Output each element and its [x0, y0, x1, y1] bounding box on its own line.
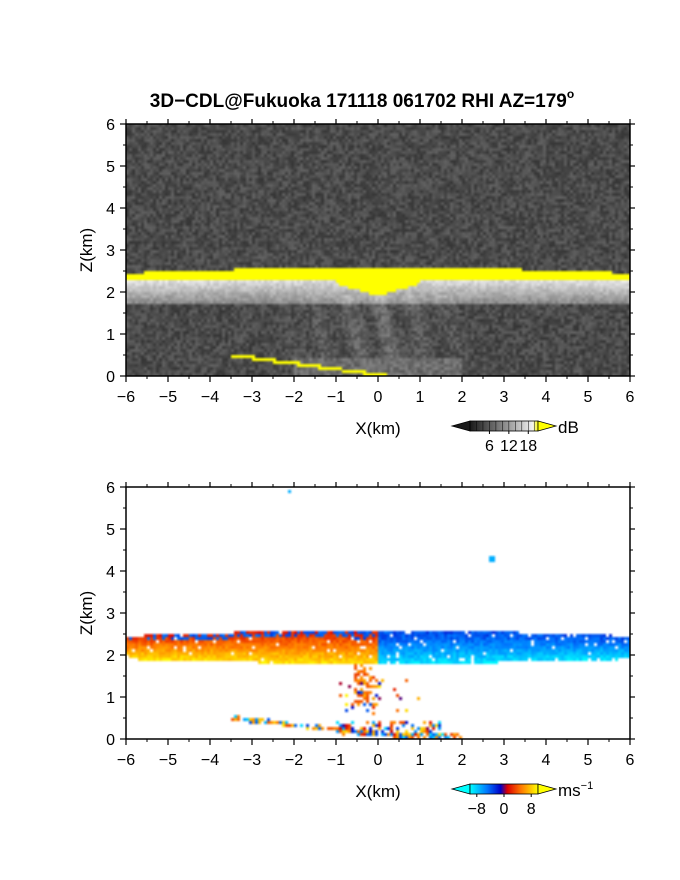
x-tick-label: 5 [584, 752, 593, 769]
x-tick-label: 3 [500, 389, 509, 406]
y-tick-label: 3 [106, 606, 115, 623]
velocity-colorbar-bar [469, 783, 539, 795]
x-tick-label: 4 [542, 389, 551, 406]
x-tick-label: 3 [500, 752, 509, 769]
colorbar-tick-label: 8 [527, 801, 536, 818]
x-tick-label: 5 [584, 389, 593, 406]
y-tick-label: 4 [106, 201, 115, 218]
y-tick-label: 0 [106, 732, 115, 749]
x-tick-label: −4 [201, 752, 219, 769]
y-tick-label: 1 [106, 327, 115, 344]
x-tick-label: −6 [117, 389, 135, 406]
x-tick-label: 1 [416, 389, 425, 406]
x-tick-label: −4 [201, 389, 219, 406]
y-tick-label: 3 [106, 243, 115, 260]
x-tick-label: −5 [159, 752, 177, 769]
y-tick-label: 5 [106, 522, 115, 539]
velocity-colorbar-left-arrow [450, 783, 471, 795]
x-tick-label: −1 [327, 752, 345, 769]
x-tick-label: 4 [542, 752, 551, 769]
y-tick-label: 1 [106, 690, 115, 707]
reflectivity-colorbar-bar [469, 420, 539, 432]
velocity-panel: −6 −5 −4 −3 −2 −1 0 1 2 3 4 5 6 0 1 2 3 4 5 6 X(km) Z(km) −… [77, 480, 635, 818]
figure-title: 3D−CDL@Fukuoka 171118 061702 RHI AZ=179o [150, 87, 574, 112]
x-tick-label: 0 [374, 752, 383, 769]
reflectivity-colorbar-ticks: 6 12 18 [469, 421, 537, 455]
x-tick-label: −1 [327, 389, 345, 406]
colorbar-tick-label: −8 [468, 801, 486, 818]
velocity-image [126, 487, 630, 739]
reflectivity-colorbar-right-arrow [537, 420, 558, 432]
x-tick-label: −2 [285, 389, 303, 406]
x-tick-label: 2 [458, 752, 467, 769]
colorbar-tick-label: 12 [500, 438, 518, 455]
y-tick-label: 0 [106, 369, 115, 386]
reflectivity-xlabel: X(km) [355, 419, 400, 438]
x-tick-label: 0 [374, 389, 383, 406]
reflectivity-colorbar-unit: dB [558, 418, 579, 437]
reflectivity-colorbar-left-arrow [450, 420, 471, 432]
colorbar-tick-label: 0 [500, 801, 509, 818]
x-tick-label: −3 [243, 752, 261, 769]
velocity-colorbar: −8 0 8 ms−1 [450, 780, 593, 818]
colorbar-tick-label: 6 [485, 438, 494, 455]
velocity-xlabel: X(km) [355, 782, 400, 801]
y-tick-label: 2 [106, 285, 115, 302]
y-tick-label: 6 [106, 117, 115, 134]
colorbar-tick-label: 18 [519, 438, 537, 455]
x-tick-label: 6 [626, 389, 635, 406]
x-tick-label: 1 [416, 752, 425, 769]
y-tick-label: 2 [106, 648, 115, 665]
reflectivity-ylabel: Z(km) [77, 228, 96, 272]
x-tick-label: 6 [626, 752, 635, 769]
reflectivity-image [126, 124, 630, 376]
y-tick-label: 6 [106, 480, 115, 497]
reflectivity-colorbar: 6 12 18 dB [450, 418, 579, 455]
x-tick-label: −2 [285, 752, 303, 769]
velocity-colorbar-ticks: −8 0 8 [468, 794, 536, 818]
y-tick-label: 5 [106, 159, 115, 176]
x-tick-label: −6 [117, 752, 135, 769]
velocity-axis-ticks: −6 −5 −4 −3 −2 −1 0 1 2 3 4 5 6 0 1 2 3 4 5 6 [106, 480, 635, 769]
velocity-colorbar-unit: ms−1 [558, 780, 593, 800]
velocity-colorbar-right-arrow [537, 783, 558, 795]
reflectivity-axis-ticks: −6 −5 −4 −3 −2 −1 0 1 2 3 4 5 6 0 1 2 3 4 5 6 [106, 117, 635, 406]
x-tick-label: −5 [159, 389, 177, 406]
x-tick-label: −3 [243, 389, 261, 406]
velocity-ylabel: Z(km) [77, 591, 96, 635]
y-tick-label: 4 [106, 564, 115, 581]
x-tick-label: 2 [458, 389, 467, 406]
